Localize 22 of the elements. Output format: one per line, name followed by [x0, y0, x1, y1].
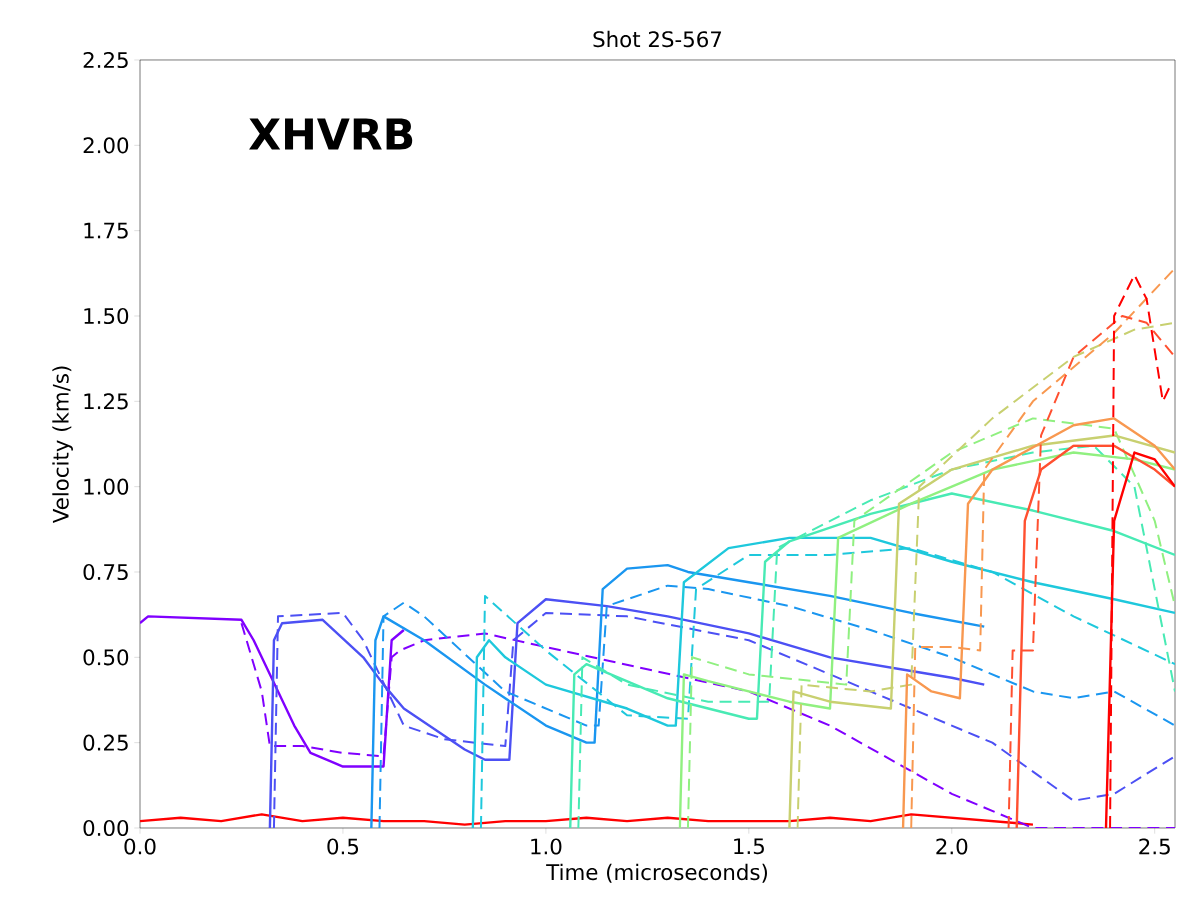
line-series	[1007, 314, 1175, 828]
x-tick-label: 1.5	[734, 838, 764, 855]
y-tick-label: 0.75	[83, 563, 128, 581]
y-tick-label: 1.75	[84, 222, 128, 239]
chart-title: Shot 2S-567	[593, 30, 722, 48]
y-tick-label: 1.25	[84, 393, 128, 410]
y-tick-label: 1.50	[84, 307, 129, 325]
y-tick-label: 0.50	[83, 649, 129, 666]
y-axis-title: Velocity (km/s)	[52, 366, 73, 524]
annotation: XHVRB	[249, 118, 413, 150]
y-tick-label: 1.00	[84, 478, 129, 495]
x-tick-label: 2.5	[1139, 838, 1170, 855]
y-tick-label: 2.25	[83, 51, 128, 69]
x-tick-label: 0.5	[327, 838, 359, 855]
x-tick-label: 1.0	[531, 838, 562, 855]
y-tick-label: 2.00	[83, 137, 129, 154]
y-tick-label: 0.25	[83, 734, 128, 751]
line-series	[1109, 274, 1172, 828]
x-tick-label: 0.0	[124, 838, 156, 855]
x-axis-title: Time (microseconds)	[546, 863, 768, 883]
x-tick-label: 2.0	[936, 838, 968, 855]
y-tick-label: 0.00	[83, 819, 129, 837]
